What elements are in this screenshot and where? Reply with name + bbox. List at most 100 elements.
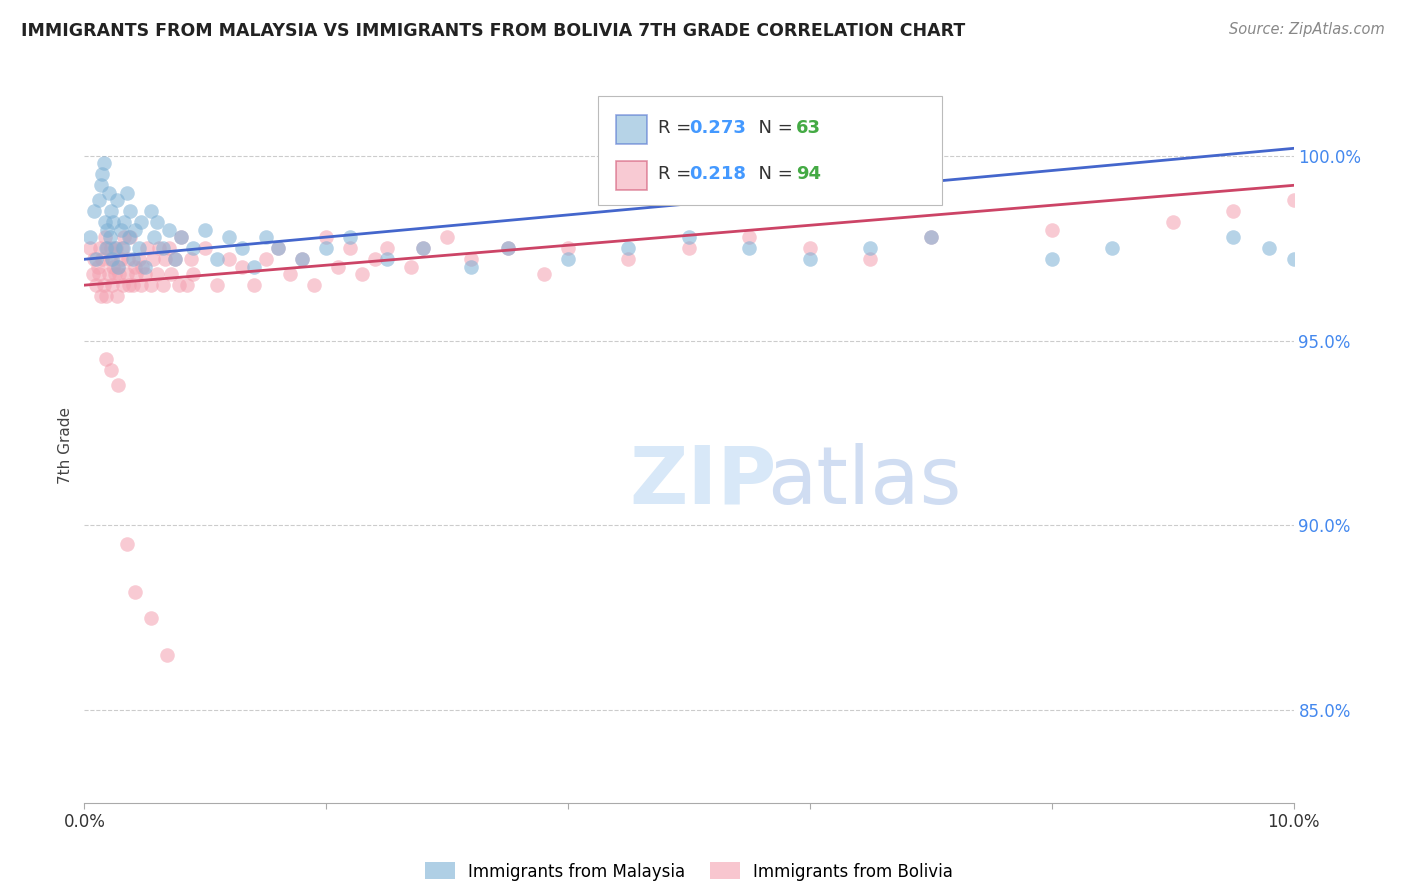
Text: 94: 94 (796, 165, 821, 183)
Point (139, 611, 162, 625)
Point (496, 241, 519, 255)
Point (1282, 193, 1305, 207)
Point (352, 267, 374, 281)
Point (242, 278, 264, 293)
Point (105, 289, 128, 303)
Point (96, 241, 118, 255)
Text: N =: N = (747, 119, 799, 136)
Text: N =: N = (747, 165, 799, 183)
Point (617, 241, 640, 255)
Point (920, 230, 942, 244)
Point (110, 223, 132, 237)
Point (125, 267, 148, 281)
Point (107, 260, 129, 274)
Point (157, 241, 180, 255)
Point (94, 230, 117, 244)
Point (176, 278, 198, 293)
Point (128, 252, 150, 267)
Point (115, 186, 138, 200)
Point (194, 241, 217, 255)
Point (110, 252, 132, 267)
Y-axis label: 7th Grade: 7th Grade (58, 408, 73, 484)
Point (79, 230, 101, 244)
Point (155, 648, 177, 662)
Point (94, 352, 117, 367)
Text: 0.218: 0.218 (689, 165, 747, 183)
Point (170, 230, 193, 244)
Point (96, 223, 118, 237)
Point (97, 186, 120, 200)
Point (1161, 215, 1184, 229)
Point (139, 278, 162, 293)
Point (859, 252, 882, 267)
Point (1258, 241, 1281, 255)
Point (254, 252, 277, 267)
Point (94, 241, 117, 255)
Point (460, 252, 482, 267)
Point (90, 289, 112, 303)
Point (129, 278, 152, 293)
Text: IMMIGRANTS FROM MALAYSIA VS IMMIGRANTS FROM BOLIVIA 7TH GRADE CORRELATION CHART: IMMIGRANTS FROM MALAYSIA VS IMMIGRANTS F… (21, 22, 966, 40)
Point (155, 252, 177, 267)
Point (86, 252, 108, 267)
Point (799, 241, 821, 255)
Point (87, 193, 110, 207)
Point (339, 241, 361, 255)
Point (146, 267, 169, 281)
Point (165, 252, 187, 267)
Point (291, 252, 314, 267)
Point (134, 267, 156, 281)
Legend: Immigrants from Malaysia, Immigrants from Bolivia: Immigrants from Malaysia, Immigrants fro… (418, 855, 960, 888)
Point (103, 215, 125, 229)
Point (120, 230, 142, 244)
Point (1222, 230, 1244, 244)
Point (101, 278, 124, 293)
Point (108, 267, 131, 281)
Point (363, 252, 385, 267)
Point (231, 241, 253, 255)
Point (83, 204, 105, 219)
Point (315, 241, 337, 255)
Point (412, 241, 434, 255)
Point (148, 241, 170, 255)
Point (160, 267, 183, 281)
Point (90, 178, 112, 193)
Point (134, 260, 156, 274)
Point (112, 215, 135, 229)
Point (124, 585, 146, 599)
Point (799, 252, 821, 267)
Point (291, 252, 314, 267)
Point (231, 260, 253, 274)
Point (218, 230, 240, 244)
Point (124, 223, 146, 237)
Point (104, 241, 127, 255)
Point (315, 230, 337, 244)
Point (181, 241, 204, 255)
Text: 63: 63 (796, 119, 821, 136)
Point (254, 230, 277, 244)
Point (267, 241, 290, 255)
Text: ZIP: ZIP (630, 442, 776, 521)
Point (738, 241, 761, 255)
Point (131, 260, 153, 274)
Point (100, 204, 122, 219)
Text: R =: R = (658, 165, 697, 183)
Point (533, 267, 555, 281)
Point (129, 215, 152, 229)
Point (339, 230, 361, 244)
Point (678, 230, 700, 244)
Point (139, 204, 162, 219)
Text: R =: R = (658, 119, 697, 136)
Point (89, 241, 111, 255)
Point (82, 267, 104, 281)
Point (180, 252, 202, 267)
Point (115, 267, 138, 281)
Point (94, 215, 117, 229)
Point (1101, 241, 1123, 255)
Point (207, 278, 229, 293)
Point (165, 252, 187, 267)
Text: Source: ZipAtlas.com: Source: ZipAtlas.com (1229, 22, 1385, 37)
Point (152, 241, 174, 255)
Point (1040, 252, 1063, 267)
Point (104, 241, 127, 255)
